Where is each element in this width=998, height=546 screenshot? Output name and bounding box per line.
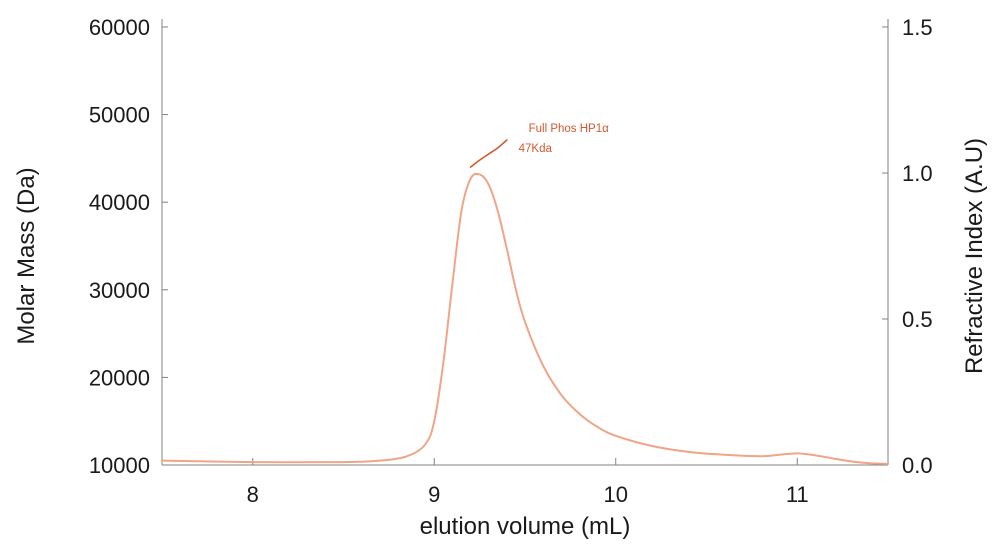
right-y-tick-label: 1.0	[902, 161, 933, 186]
x-tick-label: 9	[428, 482, 440, 507]
annotation-label: Full Phos HP1α	[529, 123, 610, 135]
left-y-tick-label: 30000	[89, 278, 150, 303]
x-tick-label: 8	[247, 482, 259, 507]
left-y-tick-label: 20000	[89, 365, 150, 390]
right-y-tick-label: 0.5	[902, 307, 933, 332]
series-layer	[161, 139, 889, 465]
left-y-axis-title: Molar Mass (Da)	[13, 167, 40, 344]
left-y-tick-label: 60000	[89, 15, 150, 40]
molar-mass-line	[469, 139, 508, 168]
x-axis-ticks: 8 9 10 11	[247, 458, 809, 507]
x-axis-title: elution volume (mL)	[420, 513, 631, 540]
left-y-tick-label: 50000	[89, 103, 150, 128]
annotation-mass: 47Kda	[519, 143, 553, 155]
right-y-axis-ticks: 0.0 0.5 1.0 1.5	[882, 15, 933, 478]
right-y-axis-title: Refractive Index (A.U)	[961, 138, 988, 374]
x-tick-label: 10	[604, 482, 628, 507]
left-y-tick-label: 10000	[89, 453, 150, 478]
right-y-tick-label: 1.5	[902, 15, 933, 40]
annotation-layer: Full Phos HP1α 47Kda	[519, 123, 610, 155]
refractive-index-line	[161, 172, 889, 465]
left-y-tick-label: 40000	[89, 190, 150, 215]
x-tick-label: 11	[786, 482, 809, 507]
right-y-tick-label: 0.0	[902, 453, 933, 478]
left-y-axis-ticks: 10000 20000 30000 40000 50000 60000	[89, 15, 168, 478]
